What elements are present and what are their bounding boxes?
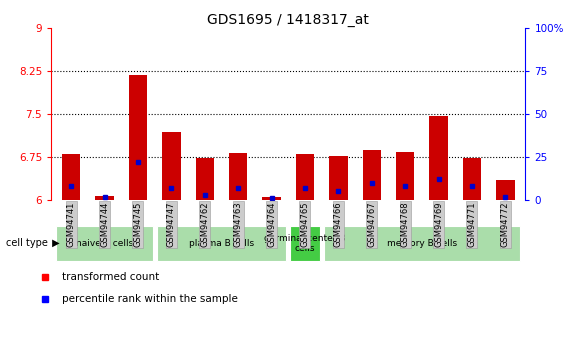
Bar	[329, 156, 348, 200]
Text: GSM94745: GSM94745	[133, 202, 143, 247]
Text: naive B cells: naive B cells	[76, 239, 133, 248]
Text: plasma B cells: plasma B cells	[189, 239, 254, 248]
FancyBboxPatch shape	[324, 226, 520, 261]
Bar	[95, 196, 114, 200]
Text: ▶: ▶	[49, 238, 60, 248]
Bar	[262, 197, 281, 200]
Bar	[296, 154, 314, 200]
Bar	[129, 75, 147, 200]
Text: GSM94772: GSM94772	[501, 202, 510, 247]
Text: GSM94769: GSM94769	[434, 202, 443, 247]
Text: GSM94765: GSM94765	[300, 202, 310, 247]
Text: GSM94763: GSM94763	[233, 202, 243, 247]
Bar	[229, 153, 247, 200]
Text: GSM94741: GSM94741	[66, 202, 76, 247]
Title: GDS1695 / 1418317_at: GDS1695 / 1418317_at	[207, 12, 369, 27]
Text: GSM94762: GSM94762	[201, 202, 209, 247]
Text: transformed count: transformed count	[61, 272, 159, 282]
Bar	[429, 116, 448, 200]
Text: memory B cells: memory B cells	[387, 239, 457, 248]
Text: GSM94764: GSM94764	[267, 202, 276, 247]
Bar	[195, 158, 214, 200]
Text: GSM94771: GSM94771	[467, 202, 477, 247]
Bar	[62, 154, 80, 200]
Bar	[396, 152, 414, 200]
Text: GSM94747: GSM94747	[167, 202, 176, 247]
FancyBboxPatch shape	[56, 226, 153, 261]
FancyBboxPatch shape	[290, 226, 320, 261]
Text: GSM94744: GSM94744	[100, 202, 109, 247]
Text: germinal center B
cells: germinal center B cells	[264, 234, 346, 253]
Text: GSM94766: GSM94766	[334, 202, 343, 247]
Text: GSM94767: GSM94767	[367, 202, 376, 247]
Bar	[362, 150, 381, 200]
Bar	[463, 158, 481, 200]
Text: percentile rank within the sample: percentile rank within the sample	[61, 294, 237, 304]
Bar	[496, 180, 515, 200]
Bar	[162, 132, 181, 200]
FancyBboxPatch shape	[157, 226, 286, 261]
Text: GSM94768: GSM94768	[400, 202, 410, 247]
Text: cell type: cell type	[6, 238, 48, 248]
